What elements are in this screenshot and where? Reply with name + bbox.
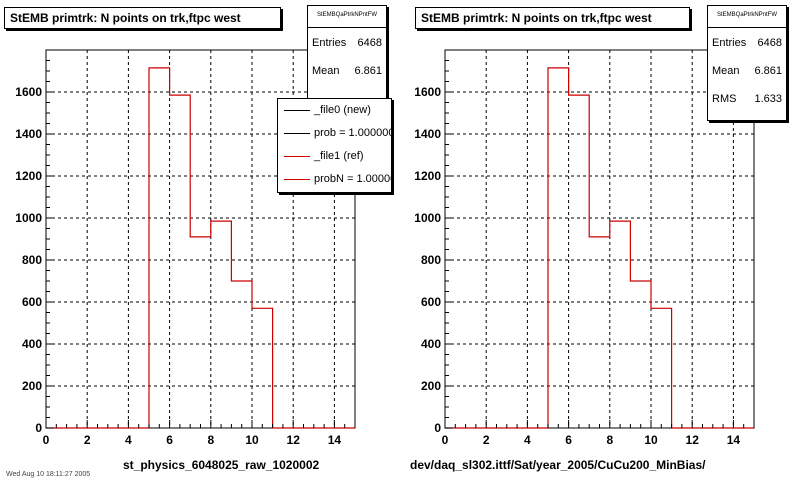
right-histogram-title: StEMB primtrk: N points on trk,ftpc west: [415, 7, 690, 29]
right-plot-frame: [444, 49, 755, 429]
right-stats-rms-row: RMS 1.633: [708, 84, 786, 112]
right-stats-entries-row: Entries 6468: [708, 28, 786, 56]
left-x-tick-label: 0: [43, 433, 50, 447]
left-y-tick-label: 0: [35, 421, 42, 435]
right-y-tick-label: 800: [421, 253, 441, 267]
right-x-tick-label: 8: [606, 433, 613, 447]
left-y-tick-label: 1600: [15, 85, 42, 99]
left-y-tick-label: 1400: [15, 127, 42, 141]
right-y-tick-label: 200: [421, 379, 441, 393]
left-legend: _file0 (new) prob = 1.000000 _file1 (ref…: [277, 98, 392, 193]
right-x-tick-label: 6: [565, 433, 572, 447]
left-histogram-series-line: [46, 67, 355, 429]
legend-swatch-black: [284, 110, 310, 111]
right-x-tick-label: 12: [686, 433, 700, 447]
left-histogram-title: StEMB primtrk: N points on trk,ftpc west: [4, 7, 281, 29]
right-x-tick-label: 4: [524, 433, 531, 447]
left-mean-label: Mean: [312, 65, 340, 77]
right-stats-mean-row: Mean 6.861: [708, 56, 786, 84]
right-entries-value: 6468: [757, 37, 782, 49]
right-stats-box: StEMBQaPtrkNPntFW Entries 6468 Mean 6.86…: [707, 5, 787, 121]
legend-swatch-black: [284, 133, 310, 134]
right-rms-label: RMS: [712, 93, 737, 105]
legend-label: prob = 1.000000: [314, 127, 392, 139]
right-y-tick-label: 0: [434, 421, 441, 435]
left-y-tick-label: 400: [22, 337, 42, 351]
right-x-tick-label: 0: [442, 433, 449, 447]
right-x-tick-label: 2: [483, 433, 490, 447]
footer-timestamp: Wed Aug 10 18:11:27 2005: [6, 471, 91, 478]
left-y-tick-label: 800: [22, 253, 42, 267]
right-x-tick-label: 10: [644, 433, 658, 447]
left-entries-value: 6468: [357, 37, 382, 49]
left-entries-label: Entries: [312, 37, 347, 49]
left-x-axis-label: st_physics_6048025_raw_1020002: [123, 458, 320, 472]
right-mean-value: 6.861: [754, 65, 782, 77]
left-y-tick-label: 600: [22, 295, 42, 309]
left-x-tick-label: 10: [245, 433, 259, 447]
legend-entry-prob: prob = 1.000000: [278, 122, 391, 145]
left-x-tick-label: 4: [125, 433, 132, 447]
left-y-tick-label: 1200: [15, 169, 42, 183]
right-y-tick-label: 1400: [414, 127, 441, 141]
left-y-tick-label: 200: [22, 379, 42, 393]
left-mean-value: 6.861: [354, 65, 382, 77]
right-y-tick-label: 1600: [414, 85, 441, 99]
right-rms-value: 1.633: [754, 93, 782, 105]
legend-entry-file1: _file1 (ref): [278, 145, 391, 168]
legend-label: _file0 (new): [314, 104, 371, 116]
left-stats-name: StEMBQaPtrkNPntFW: [308, 6, 386, 28]
legend-label: probN = 1.000000: [314, 173, 391, 185]
left-x-tick-label: 12: [287, 433, 301, 447]
right-y-tick-label: 1000: [414, 211, 441, 225]
right-x-tick-label: 14: [727, 433, 741, 447]
right-mean-label: Mean: [712, 65, 740, 77]
left-x-tick-label: 6: [166, 433, 173, 447]
right-histogram-series-line: [445, 67, 754, 429]
right-y-tick-label: 1200: [414, 169, 441, 183]
legend-entry-probn: probN = 1.000000: [278, 168, 391, 191]
left-x-tick-label: 2: [84, 433, 91, 447]
right-entries-label: Entries: [712, 37, 747, 49]
left-stats-mean-row: Mean 6.861: [308, 56, 386, 84]
left-stats-entries-row: Entries 6468: [308, 28, 386, 56]
legend-swatch-red: [284, 179, 310, 180]
right-stats-name: StEMBQaPtrkNPntFW: [708, 6, 786, 28]
right-x-axis-label: dev/daq_sl302.ittf/Sat/year_2005/CuCu200…: [410, 458, 706, 472]
legend-entry-file0: _file0 (new): [278, 99, 391, 122]
legend-swatch-red: [284, 156, 310, 157]
left-x-tick-label: 14: [328, 433, 342, 447]
right-y-tick-label: 600: [421, 295, 441, 309]
legend-label: _file1 (ref): [314, 150, 364, 162]
left-stats-box: StEMBQaPtrkNPntFW Entries 6468 Mean 6.86…: [307, 5, 387, 99]
left-y-tick-label: 1000: [15, 211, 42, 225]
right-y-tick-label: 400: [421, 337, 441, 351]
left-x-tick-label: 8: [207, 433, 214, 447]
